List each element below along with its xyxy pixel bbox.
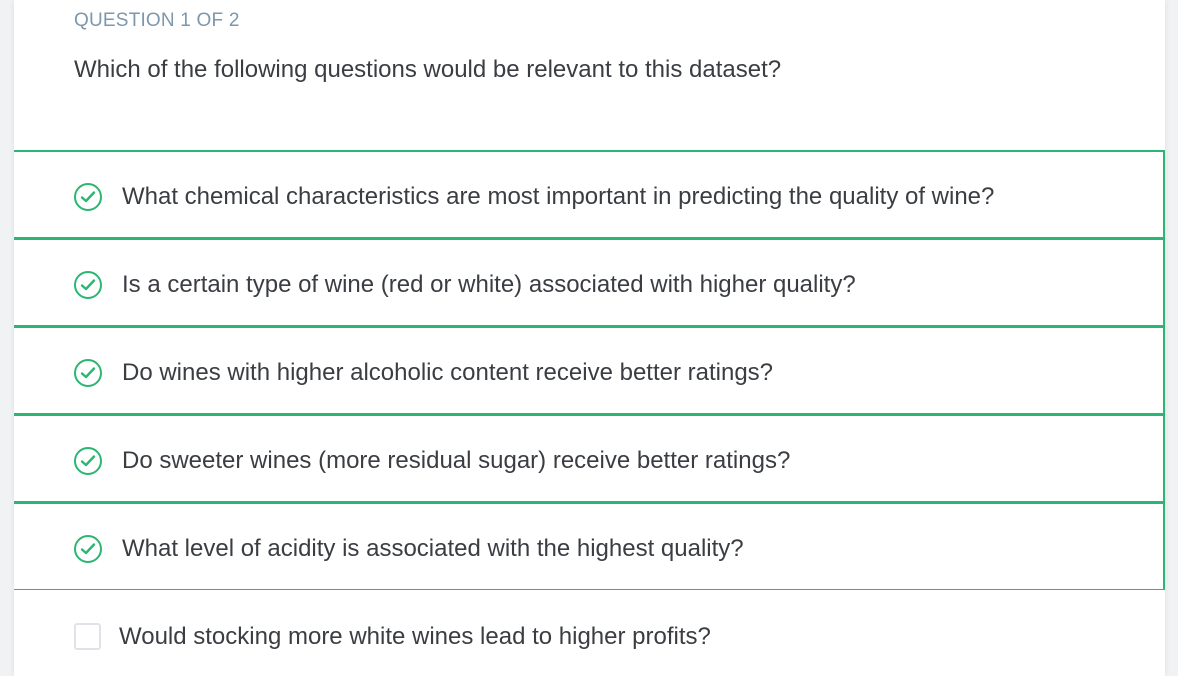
answer-option-label: Is a certain type of wine (red or white)… bbox=[122, 271, 856, 298]
answer-option-5[interactable]: What level of acidity is associated with… bbox=[14, 502, 1165, 591]
check-circle-icon bbox=[74, 359, 102, 387]
answer-option-label: What level of acidity is associated with… bbox=[122, 535, 744, 562]
question-text: Which of the following questions would b… bbox=[74, 56, 782, 83]
answer-option-label: Do sweeter wines (more residual sugar) r… bbox=[122, 447, 791, 474]
check-circle-icon bbox=[74, 535, 102, 563]
answer-option-2[interactable]: Is a certain type of wine (red or white)… bbox=[14, 238, 1165, 327]
question-counter: QUESTION 1 OF 2 bbox=[74, 10, 240, 31]
quiz-card: QUESTION 1 OF 2 Which of the following q… bbox=[14, 0, 1165, 676]
answer-options: What chemical characteristics are most i… bbox=[14, 150, 1165, 676]
check-circle-icon bbox=[74, 271, 102, 299]
empty-checkbox[interactable] bbox=[74, 623, 101, 650]
check-circle-icon bbox=[74, 447, 102, 475]
answer-option-label: Would stocking more white wines lead to … bbox=[119, 623, 711, 650]
check-circle-icon bbox=[74, 183, 102, 211]
answer-option-label: Do wines with higher alcoholic content r… bbox=[122, 359, 774, 386]
answer-option-1[interactable]: What chemical characteristics are most i… bbox=[14, 150, 1165, 239]
answer-option-6[interactable]: Would stocking more white wines lead to … bbox=[14, 590, 1165, 676]
answer-option-label: What chemical characteristics are most i… bbox=[122, 183, 995, 210]
answer-option-4[interactable]: Do sweeter wines (more residual sugar) r… bbox=[14, 414, 1165, 503]
answer-option-3[interactable]: Do wines with higher alcoholic content r… bbox=[14, 326, 1165, 415]
